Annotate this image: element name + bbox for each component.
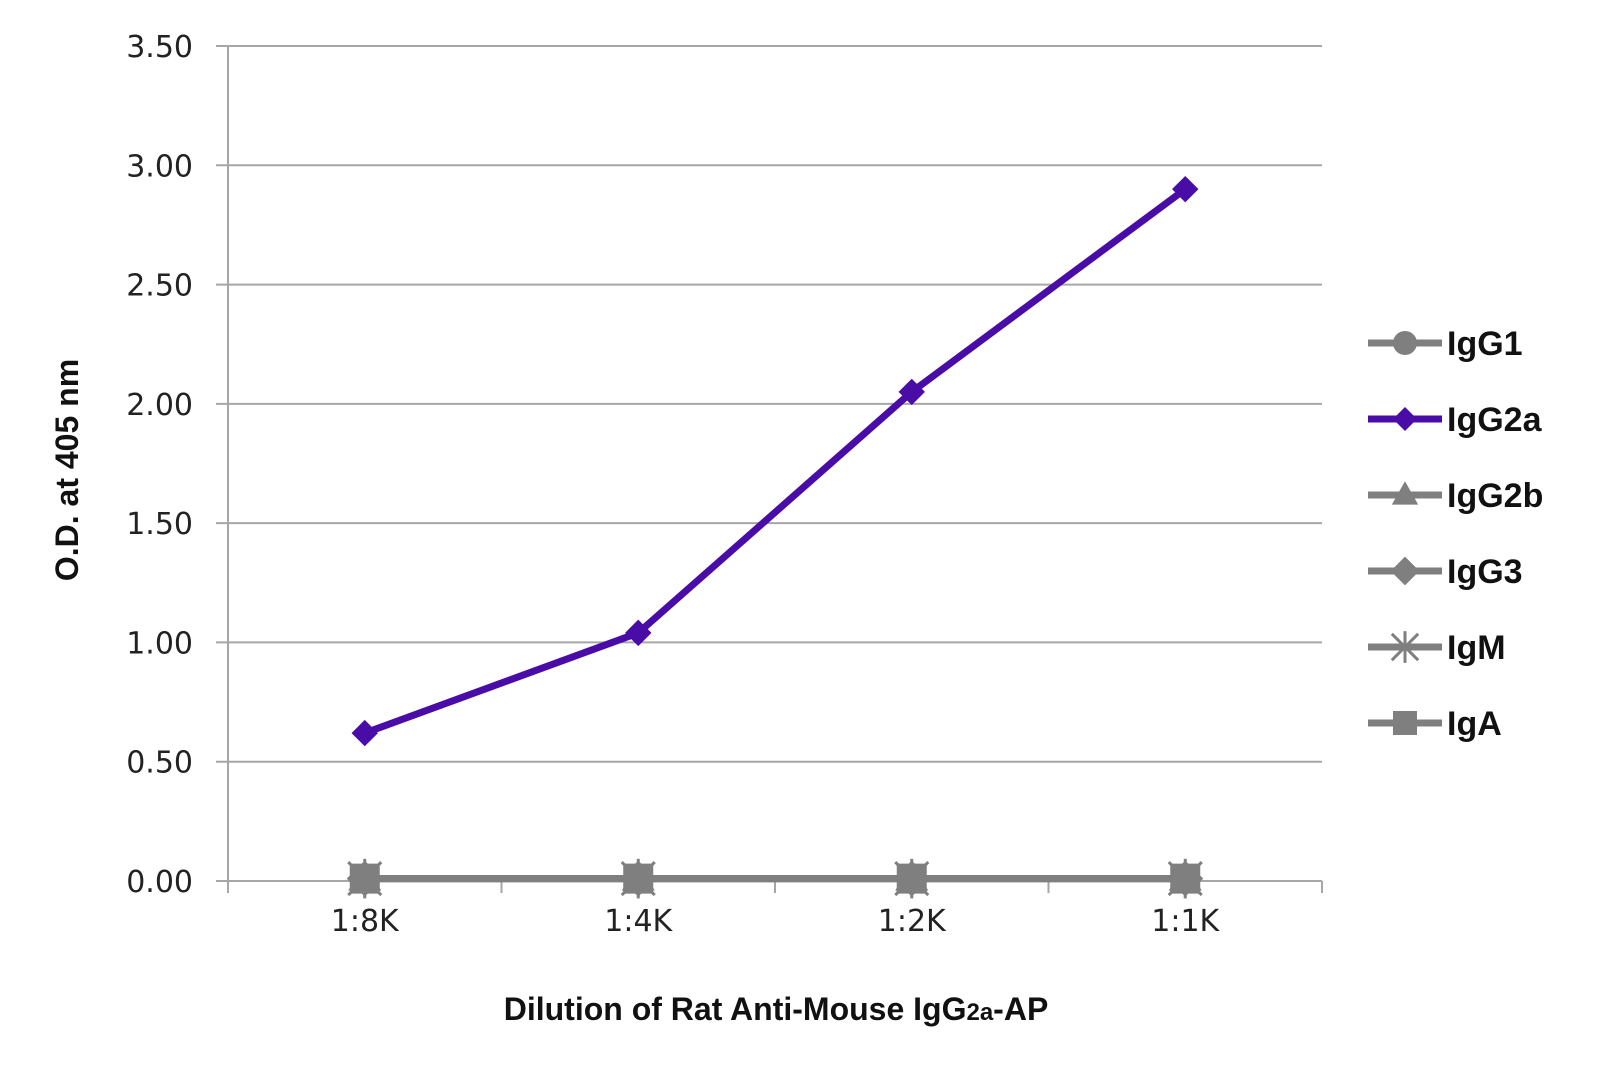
y-tick-label: 3.00 xyxy=(126,149,193,184)
legend-label-iga: IgA xyxy=(1447,705,1502,743)
legend-item-igg2a: IgG2a xyxy=(1368,401,1543,439)
y-tick-label: 0.50 xyxy=(126,746,193,781)
data-point-igg2a xyxy=(625,619,652,647)
y-tick-labels: 0.00 0.50 1.00 1.50 2.00 2.50 3.00 3.50 xyxy=(126,30,193,900)
x-axis-title-main: Dilution of Rat Anti-Mouse IgG xyxy=(504,991,967,1027)
legend-label-igg1: IgG1 xyxy=(1447,325,1523,363)
data-point-iga xyxy=(623,863,654,894)
series-igg2a xyxy=(351,175,1199,747)
gridlines xyxy=(216,45,1322,763)
data-point-igg2a xyxy=(1172,175,1199,203)
x-axis-title-subscript: 2a xyxy=(966,999,993,1026)
data-point-igg2a xyxy=(898,378,925,406)
legend-item-igg1: IgG1 xyxy=(1368,325,1523,363)
legend-marker xyxy=(1393,407,1417,431)
legend-item-igg3: IgG3 xyxy=(1368,553,1523,591)
y-axis-title: O.D. at 405 nm xyxy=(49,359,85,581)
x-axis-title-suffix: -AP xyxy=(993,991,1048,1027)
legend-item-iga: IgA xyxy=(1368,705,1502,743)
x-tick-labels: 1:8K 1:4K 1:2K 1:1K xyxy=(331,904,1221,939)
y-tick-label: 3.50 xyxy=(126,30,193,65)
legend-label-igg3: IgG3 xyxy=(1447,553,1523,591)
legend-label-igg2a: IgG2a xyxy=(1447,401,1543,439)
data-point-iga xyxy=(1170,863,1201,894)
x-tick-label: 1:8K xyxy=(331,904,400,939)
legend-marker xyxy=(1391,481,1419,505)
legend-marker xyxy=(1393,331,1417,355)
series-iga xyxy=(349,863,1201,894)
x-tick-label: 1:4K xyxy=(604,904,673,939)
y-tick-label: 0.00 xyxy=(126,865,193,900)
series-group xyxy=(346,175,1204,899)
y-tick-label: 2.50 xyxy=(126,269,193,304)
axes xyxy=(216,46,1323,893)
legend-label-igm: IgM xyxy=(1447,629,1506,667)
legend-item-igm: IgM xyxy=(1368,629,1506,667)
legend-label-igg2b: IgG2b xyxy=(1447,477,1543,515)
y-tick-label: 1.00 xyxy=(126,626,193,661)
legend: IgG1 IgG2a IgG2b IgG3 IgM IgA xyxy=(1368,325,1543,743)
data-point-igg2a xyxy=(351,719,378,747)
x-tick-label: 1:2K xyxy=(878,904,947,939)
x-axis-title: Dilution of Rat Anti-Mouse IgG2a-AP xyxy=(504,991,1049,1027)
data-point-iga xyxy=(349,863,380,894)
legend-item-igg2b: IgG2b xyxy=(1368,477,1543,515)
x-tick-label: 1:1K xyxy=(1151,904,1220,939)
legend-marker xyxy=(1390,631,1420,663)
y-tick-label: 1.50 xyxy=(126,507,193,542)
data-point-iga xyxy=(896,863,927,894)
y-tick-label: 2.00 xyxy=(126,388,193,423)
legend-marker xyxy=(1390,556,1420,586)
legend-marker xyxy=(1393,711,1417,735)
series-line-igg2a xyxy=(363,186,1188,737)
